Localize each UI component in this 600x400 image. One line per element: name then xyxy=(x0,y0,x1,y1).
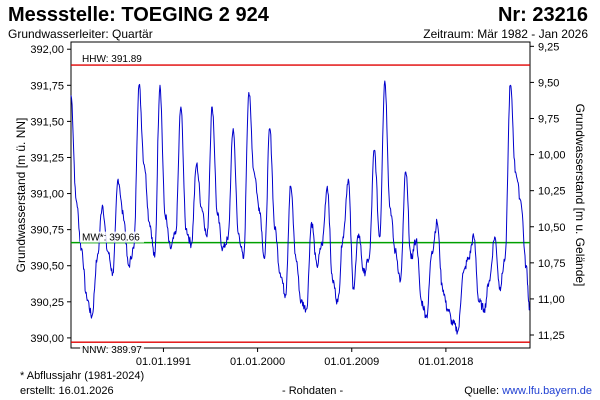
x-tick-label: 01.01.2000 xyxy=(230,356,285,368)
x-tick-label: 01.01.1991 xyxy=(136,356,191,368)
plot-frame xyxy=(70,41,531,349)
series-line xyxy=(70,80,531,335)
y-tick-label: 390,25 xyxy=(30,297,64,309)
y-tick-label: 391,75 xyxy=(30,80,64,92)
y-right-tick-label: 9,25 xyxy=(538,41,559,53)
y-right-tick-label: 10,75 xyxy=(538,258,566,270)
period-label: Zeitraum: Mär 1982 - Jan 2026 xyxy=(423,27,588,41)
station-number: Nr: 23216 xyxy=(497,4,588,26)
y-tick-label: 390,75 xyxy=(30,225,64,237)
x-tick-label: 01.01.2018 xyxy=(418,356,473,368)
created-date: erstellt: 16.01.2026 xyxy=(20,385,114,397)
y-tick-label: 391,50 xyxy=(30,116,64,128)
y-tick-label: 392,00 xyxy=(30,44,64,56)
y-right-tick-label: 10,50 xyxy=(538,222,566,234)
y-right-tick-label: 11,00 xyxy=(538,294,565,306)
ref-label-hhw: HHW: 391.89 xyxy=(82,54,142,65)
source-label: Quelle: xyxy=(464,385,500,397)
ref-label-mw: MW*: 390.66 xyxy=(82,233,140,244)
y-right-tick-label: 9,50 xyxy=(538,77,559,89)
y-right-axis-label: Grundwasserstand [m u. Gelände] xyxy=(573,104,587,287)
aquifer-label: Grundwasserleiter: Quartär xyxy=(8,27,153,41)
y-tick-label: 391,00 xyxy=(30,189,64,201)
rawdata-label: - Rohdaten - xyxy=(282,385,344,397)
source: Quelle: www.lfu.bayern.de xyxy=(464,385,592,397)
y-right-tick-label: 10,25 xyxy=(538,186,566,198)
footnote-runoff-year: * Abflussjahr (1981-2024) xyxy=(20,370,145,382)
y-right-tick-label: 9,75 xyxy=(538,114,559,126)
ref-label-bg xyxy=(80,231,144,243)
y-axis-label: Grundwasserstand [m ü. NN] xyxy=(14,118,28,273)
y-right-tick-label: 10,00 xyxy=(538,150,566,162)
ref-label-nnw: NNW: 389.97 xyxy=(82,345,142,356)
y-tick-label: 390,00 xyxy=(30,333,64,345)
x-tick-label: 01.01.2009 xyxy=(324,356,379,368)
y-tick-label: 391,25 xyxy=(30,152,64,164)
page-title: Messstelle: TOEGING 2 924 xyxy=(8,4,269,26)
ref-label-bg xyxy=(80,53,144,65)
y-tick-label: 390,50 xyxy=(30,261,64,273)
ref-label-bg xyxy=(80,344,144,356)
source-link[interactable]: www.lfu.bayern.de xyxy=(502,385,592,397)
y-right-tick-label: 11,25 xyxy=(538,330,565,342)
